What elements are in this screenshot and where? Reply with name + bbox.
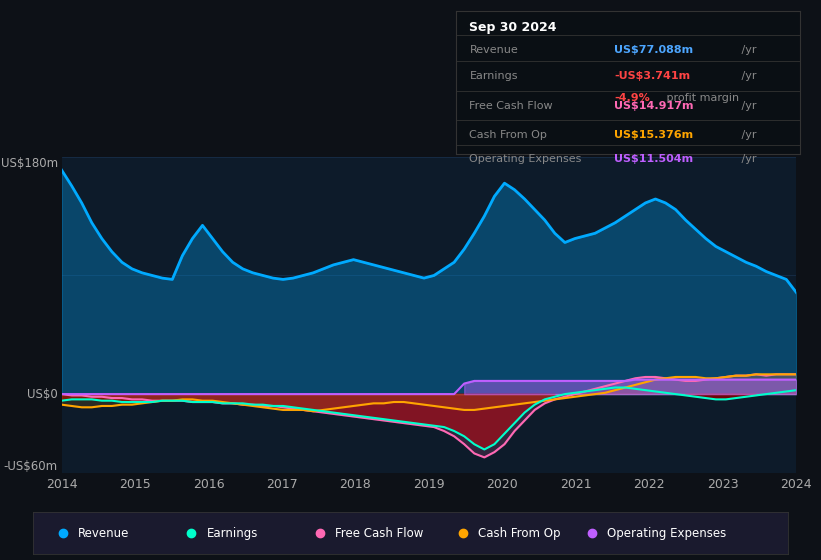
Text: /yr: /yr	[738, 45, 757, 55]
Text: Cash From Op: Cash From Op	[470, 130, 548, 140]
Text: -US$3.741m: -US$3.741m	[614, 71, 690, 81]
Text: Earnings: Earnings	[470, 71, 518, 81]
Text: US$15.376m: US$15.376m	[614, 130, 694, 140]
Text: Free Cash Flow: Free Cash Flow	[335, 527, 424, 540]
Text: Operating Expenses: Operating Expenses	[470, 154, 582, 164]
Text: Operating Expenses: Operating Expenses	[607, 527, 726, 540]
Text: US$77.088m: US$77.088m	[614, 45, 694, 55]
Text: US$0: US$0	[27, 388, 58, 400]
Text: profit margin: profit margin	[663, 92, 739, 102]
Text: /yr: /yr	[738, 101, 757, 111]
Text: Cash From Op: Cash From Op	[479, 527, 561, 540]
Text: Free Cash Flow: Free Cash Flow	[470, 101, 553, 111]
Text: US$11.504m: US$11.504m	[614, 154, 694, 164]
Text: US$14.917m: US$14.917m	[614, 101, 694, 111]
Text: -US$60m: -US$60m	[4, 460, 58, 473]
Text: /yr: /yr	[738, 154, 757, 164]
Text: US$180m: US$180m	[1, 157, 58, 170]
Text: Revenue: Revenue	[470, 45, 518, 55]
Text: /yr: /yr	[738, 130, 757, 140]
Text: Revenue: Revenue	[78, 527, 130, 540]
Text: Earnings: Earnings	[207, 527, 258, 540]
Text: -4.9%: -4.9%	[614, 92, 650, 102]
Text: Sep 30 2024: Sep 30 2024	[470, 21, 557, 34]
Text: /yr: /yr	[738, 71, 757, 81]
